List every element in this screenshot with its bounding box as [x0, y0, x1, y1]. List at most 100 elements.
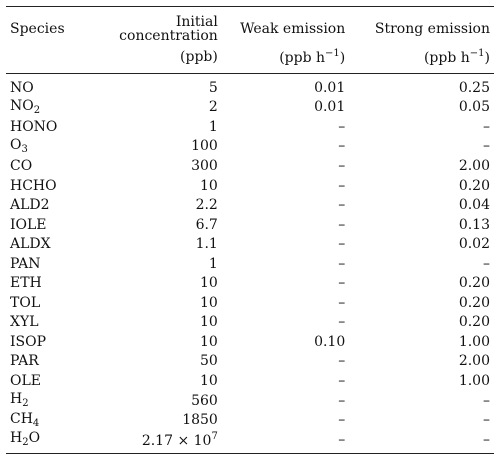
table-header: Species Initial concentration Weak emiss…	[6, 6, 494, 74]
header-row-units: (ppb) (ppb h−1) (ppb h−1)	[6, 45, 494, 74]
strong-emission-cell: 0.20	[458, 294, 490, 311]
species-emission-table: Species Initial concentration Weak emiss…	[6, 6, 494, 454]
header-weak-unit: (ppb h−1)	[218, 45, 345, 74]
initial-concentration-value: 100	[191, 138, 218, 155]
initial-concentration-cell: 10	[81, 371, 218, 391]
initial-concentration-cell: 10	[81, 293, 218, 313]
species-cell: IOLE	[6, 215, 81, 235]
weak-emission-cell: 0.01	[314, 79, 346, 96]
initial-concentration-value: 2.17 × 10	[141, 432, 212, 449]
initial-concentration-value: 2.2	[195, 197, 218, 214]
species-subscript: 4	[32, 417, 40, 429]
weak-unit-base: (ppb h	[279, 50, 326, 66]
initial-concentration-value: 10	[200, 372, 218, 389]
weak-emission-cell: 0.10	[314, 333, 346, 350]
weak-emission-cell: 0.01	[314, 99, 346, 116]
table-row: NO2 2 0.01 0.05	[6, 98, 494, 118]
species-name: ALDX	[10, 236, 51, 253]
table-row: H2 560 – –	[6, 391, 494, 411]
weak-emission-cell: –	[338, 353, 346, 370]
table-row: HONO 1 – –	[6, 117, 494, 137]
header-initial-unit: (ppb)	[180, 49, 218, 65]
species-cell: XYL	[6, 313, 81, 333]
initial-concentration-cell: 100	[81, 137, 218, 157]
species-name: NO	[10, 97, 34, 114]
initial-concentration-value: 10	[200, 333, 218, 350]
initial-concentration-value: 2	[208, 99, 218, 116]
header-species: Species	[10, 21, 65, 37]
species-cell: HONO	[6, 117, 81, 137]
weak-emission-cell: –	[338, 177, 346, 194]
species-name: CH	[10, 410, 33, 427]
initial-concentration-cell: 300	[81, 156, 218, 176]
species-cell: H2O	[6, 430, 81, 454]
initial-concentration-cell: 2.17 × 107	[81, 430, 218, 454]
header-strong-emission: Strong emission	[374, 21, 490, 37]
species-name: NO	[10, 79, 34, 96]
table-body: NO 5 0.01 0.25 NO2 2 0.01 0.05 HONO 1– – O3 100– – CO 3…	[6, 74, 494, 454]
header-weak-emission: Weak emission	[240, 21, 346, 37]
strong-emission-cell: –	[483, 412, 490, 429]
header-initial-concentration: Initial concentration	[119, 14, 218, 44]
table-row: TOL 10 – 0.20	[6, 293, 494, 313]
species-cell: NO	[6, 74, 81, 98]
weak-emission-cell: –	[338, 236, 346, 253]
strong-emission-cell: 0.20	[458, 314, 490, 331]
species-cell: PAN	[6, 254, 81, 274]
weak-emission-cell: –	[338, 372, 346, 389]
table-row: HCHO 10 – 0.20	[6, 176, 494, 196]
strong-emission-cell: 1.00	[458, 333, 490, 350]
strong-emission-cell: –	[483, 431, 490, 448]
initial-concentration-value: 1850	[182, 412, 218, 429]
initial-concentration-cell: 6.7	[81, 215, 218, 235]
table-row: XYL 10 – 0.20	[6, 313, 494, 333]
species-subscript: 2	[22, 437, 29, 449]
strong-emission-cell: 0.04	[458, 197, 490, 214]
strong-emission-cell: 2.00	[458, 157, 490, 174]
initial-concentration-value: 10	[200, 275, 218, 292]
initial-concentration-value: 560	[191, 392, 218, 409]
initial-concentration-cell: 5	[81, 74, 218, 98]
table-row: H2O 2.17 × 107– –	[6, 430, 494, 454]
species-name: CO	[10, 157, 33, 174]
species-name: H	[10, 430, 23, 447]
header-species-unit-empty	[6, 45, 81, 74]
initial-concentration-cell: 10	[81, 273, 218, 293]
species-name-suffix: O	[28, 430, 41, 447]
strong-emission-cell: –	[483, 392, 490, 409]
strong-emission-cell: 0.05	[458, 99, 490, 116]
initial-concentration-value: 10	[200, 314, 218, 331]
species-name: PAR	[10, 353, 39, 370]
species-cell: ALD2	[6, 195, 81, 215]
initial-concentration-cell: 1	[81, 254, 218, 274]
table-row: O3 100 – –	[6, 137, 494, 157]
strong-emission-cell: 0.13	[458, 216, 490, 233]
species-name: H	[10, 391, 23, 408]
table-row: IOLE 6.7 – 0.13	[6, 215, 494, 235]
species-cell: CO	[6, 156, 81, 176]
table-row: ISOP 10 0.10 1.00	[6, 332, 494, 352]
initial-concentration-value: 5	[208, 79, 218, 96]
species-name: HONO	[10, 118, 58, 135]
initial-concentration-cell: 2	[81, 98, 218, 118]
table-row: NO 5 0.01 0.25	[6, 74, 494, 98]
species-subscript: 3	[21, 143, 28, 155]
species-table-container: Species Initial concentration Weak emiss…	[6, 6, 494, 454]
species-name: ETH	[10, 275, 42, 292]
strong-unit-exponent: −1	[469, 48, 485, 59]
initial-concentration-cell: 10	[81, 332, 218, 352]
weak-emission-cell: –	[338, 294, 346, 311]
initial-concentration-value: 1.1	[195, 236, 218, 253]
species-name: O	[10, 136, 22, 153]
strong-emission-cell: 1.00	[458, 372, 490, 389]
species-name: PAN	[10, 255, 41, 272]
weak-emission-cell: –	[338, 138, 346, 155]
species-cell: OLE	[6, 371, 81, 391]
initial-concentration-cell: 10	[81, 176, 218, 196]
weak-emission-cell: –	[338, 392, 346, 409]
initial-concentration-cell: 1	[81, 117, 218, 137]
table-row: PAN 1 – –	[6, 254, 494, 274]
species-cell: H2	[6, 391, 81, 411]
initial-concentration-cell: 10	[81, 313, 218, 333]
species-name: HCHO	[10, 177, 57, 194]
